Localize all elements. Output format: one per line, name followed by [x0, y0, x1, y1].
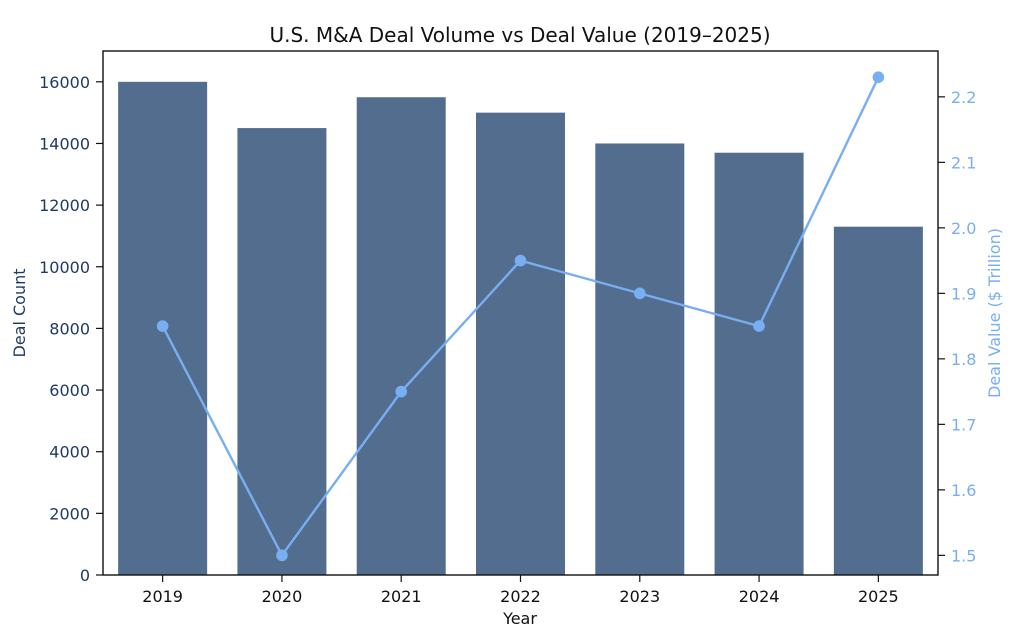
x-axis-tick-label-2025: 2025: [858, 587, 899, 606]
left-axis-label: Deal Count: [10, 268, 29, 357]
left-axis-tick-label: 0: [80, 566, 90, 585]
axes-layer: 0 2000 4000 6000 8000 10000 12000 14000 16000 1.5…: [39, 50, 976, 606]
bars-layer: [118, 81, 923, 576]
right-axis-tick-label: 1.8: [951, 350, 976, 369]
bar-2025: [833, 226, 923, 575]
x-axis-tick-label-2021: 2021: [381, 587, 422, 606]
bar-2020: [237, 128, 327, 575]
bar-2024: [714, 152, 804, 575]
bar-2021: [356, 97, 446, 576]
deal-value-point-2024: [753, 320, 765, 332]
x-axis-tick-label-2022: 2022: [500, 587, 541, 606]
left-axis-tick-label: 6000: [49, 381, 90, 400]
right-axis-tick-label: 2.2: [951, 88, 976, 107]
right-axis-label: Deal Value ($ Trillion): [985, 228, 1004, 398]
x-axis-tick-label-2024: 2024: [739, 587, 780, 606]
deal-value-point-2023: [633, 287, 646, 300]
chart-title: U.S. M&A Deal Volume vs Deal Value (2019…: [269, 23, 770, 47]
deal-value-point-2020: [276, 549, 288, 562]
x-axis-tick-label-2019: 2019: [142, 587, 183, 606]
left-axis-tick-label: 8000: [49, 319, 90, 338]
x-axis-tick-label-2020: 2020: [262, 587, 303, 606]
left-axis-tick-label: 16000: [39, 73, 90, 92]
line-layer: [156, 71, 885, 562]
bar-2023: [595, 143, 685, 575]
right-axis-tick-label: 2.0: [951, 219, 976, 238]
bar-2022: [476, 112, 565, 576]
left-axis-tick-label: 2000: [49, 504, 90, 523]
left-axis-tick-label: 4000: [49, 443, 90, 462]
right-axis-tick-label: 1.7: [951, 415, 976, 434]
deal-value-point-2022: [514, 254, 527, 267]
left-axis-tick-label: 14000: [39, 134, 90, 153]
right-axis-tick-label: 2.1: [951, 153, 976, 172]
x-axis-label: Year: [502, 609, 537, 628]
left-axis-tick-label: 10000: [39, 258, 90, 277]
deal-value-point-2019: [156, 320, 169, 332]
deal-value-point-2025: [872, 71, 885, 83]
right-axis-tick-label: 1.9: [951, 284, 976, 303]
left-axis-tick-label: 12000: [39, 196, 90, 215]
x-axis-tick-label-2023: 2023: [619, 587, 660, 606]
right-axis-tick-label: 1.6: [951, 481, 976, 500]
deal-value-point-2021: [395, 385, 408, 398]
right-axis-tick-label: 1.5: [951, 546, 976, 565]
